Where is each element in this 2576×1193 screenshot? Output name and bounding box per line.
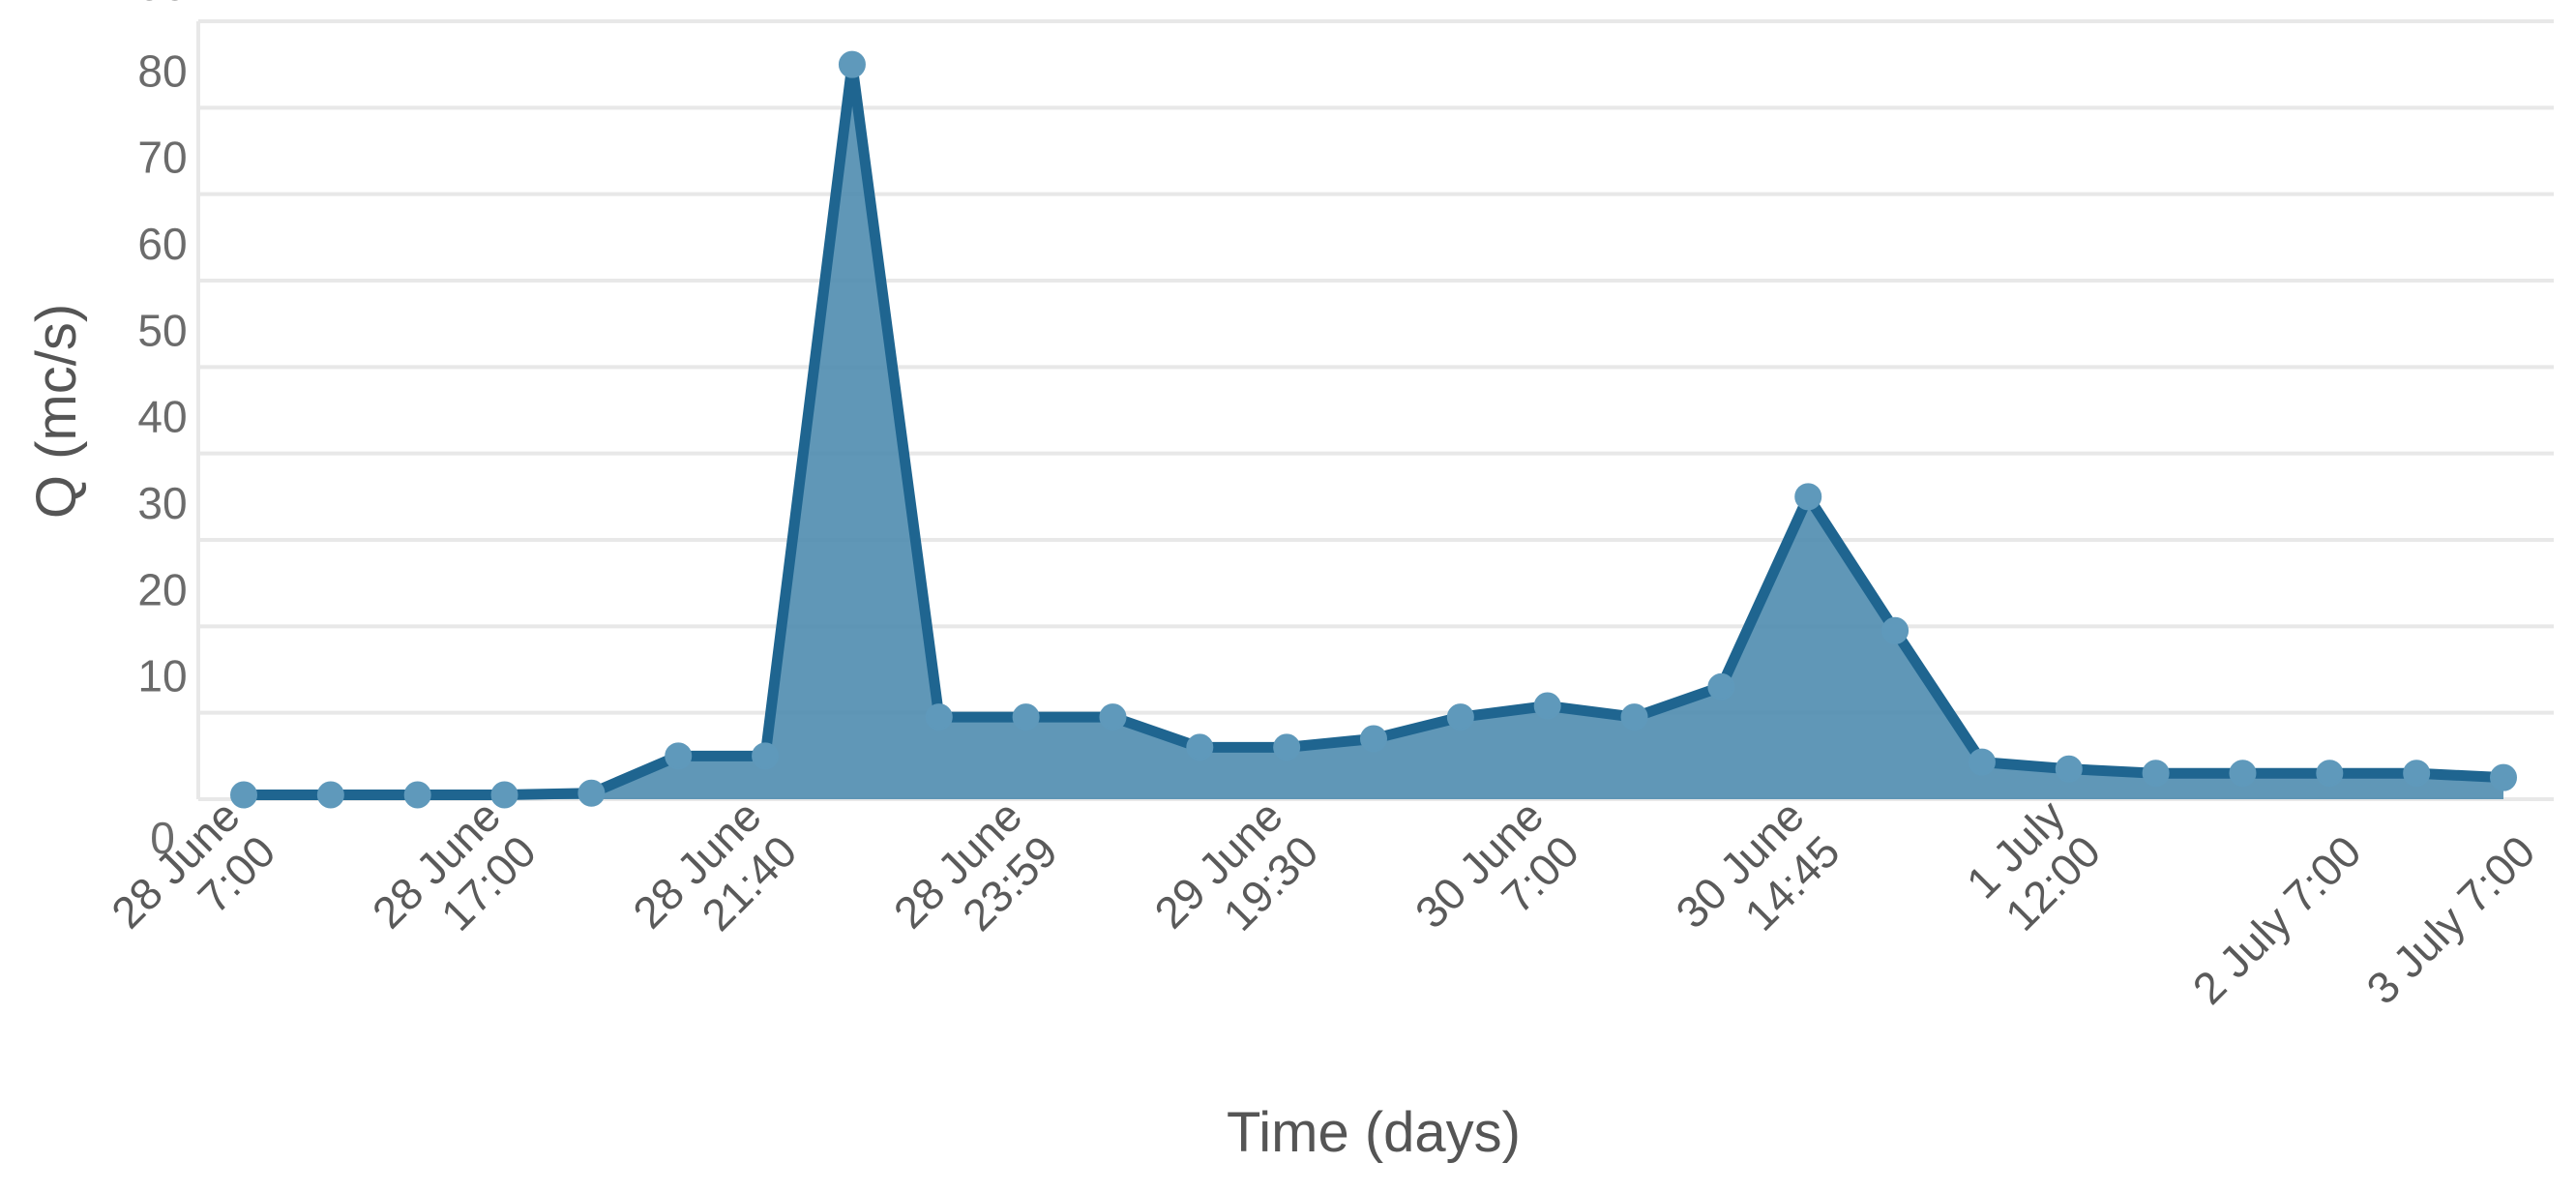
x-tick-label: 28 June23:59 — [884, 790, 1067, 973]
data-point — [2142, 760, 2170, 788]
data-point — [1186, 733, 1214, 761]
data-point — [1881, 616, 1910, 644]
x-tick-label: 28 June17:00 — [363, 790, 546, 973]
data-point — [1707, 672, 1735, 701]
x-tick-label: 30 June14:45 — [1666, 790, 1849, 973]
x-tick-label: 30 June7:00 — [1406, 790, 1588, 973]
x-tick-label: 1 July12:00 — [1957, 790, 2111, 944]
data-point — [2403, 760, 2431, 788]
data-point — [752, 742, 780, 770]
y-tick-label: 20 — [137, 564, 187, 614]
y-tick-label: 60 — [137, 219, 187, 269]
y-tick-label: 30 — [137, 478, 187, 528]
data-point — [1968, 748, 1996, 776]
data-point — [1620, 703, 1648, 731]
data-point — [665, 742, 693, 770]
y-tick-label: 10 — [137, 651, 187, 701]
x-tick-label: 3 July 7:00 — [2356, 826, 2544, 1014]
y-tick-label: 0 — [150, 813, 175, 863]
y-tick-label: 70 — [137, 133, 187, 183]
data-point — [403, 781, 431, 809]
x-tick-label: 28 June21:40 — [623, 790, 806, 973]
data-point — [1099, 703, 1127, 731]
series-area — [244, 64, 2503, 799]
y-tick-label: 50 — [137, 305, 187, 355]
data-points — [230, 50, 2517, 809]
plot-area — [238, 59, 2509, 801]
data-point — [2055, 755, 2083, 783]
data-point — [1273, 733, 1301, 761]
data-point — [838, 50, 866, 78]
data-point — [230, 781, 257, 809]
data-point — [1533, 692, 1561, 720]
y-axis-title: Q (mc/s) — [25, 304, 88, 519]
data-point — [2490, 763, 2517, 791]
data-point — [1012, 703, 1040, 731]
gridlines — [196, 19, 2554, 801]
x-tick-label: 2 July 7:00 — [2183, 826, 2371, 1014]
data-point — [1446, 703, 1474, 731]
y-axis-ticks: 0 10 20 30 40 50 60 70 80 90 — [137, 0, 187, 863]
data-point — [925, 703, 953, 731]
data-point — [577, 779, 606, 807]
data-point — [1794, 483, 1822, 511]
data-point — [490, 781, 518, 809]
y-tick-label: 40 — [137, 392, 187, 442]
x-tick-label: 29 June19:30 — [1144, 790, 1327, 973]
x-axis-ticks: 28 June7:00 28 June17:00 28 June21:40 28 Ju… — [102, 790, 2544, 1014]
series-line — [238, 59, 2509, 801]
y-tick-label: 80 — [137, 45, 187, 96]
x-axis-title: Time (days) — [1227, 1101, 1521, 1164]
x-tick-label: 28 June7:00 — [102, 790, 284, 973]
data-point — [1360, 725, 1387, 753]
y-tick-label: 90 — [137, 0, 187, 10]
data-point — [316, 781, 344, 809]
data-point — [2229, 760, 2257, 788]
data-point — [2316, 760, 2344, 788]
